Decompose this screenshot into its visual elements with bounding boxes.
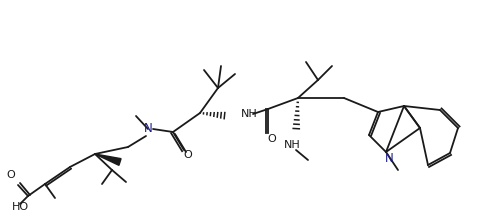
Text: NH: NH bbox=[283, 140, 301, 150]
Text: O: O bbox=[268, 134, 277, 144]
Text: N: N bbox=[385, 152, 394, 166]
Text: NH: NH bbox=[241, 109, 258, 119]
Text: N: N bbox=[144, 122, 153, 136]
Text: HO: HO bbox=[12, 202, 29, 212]
Polygon shape bbox=[95, 154, 121, 165]
Text: O: O bbox=[184, 150, 192, 160]
Text: O: O bbox=[6, 170, 15, 180]
